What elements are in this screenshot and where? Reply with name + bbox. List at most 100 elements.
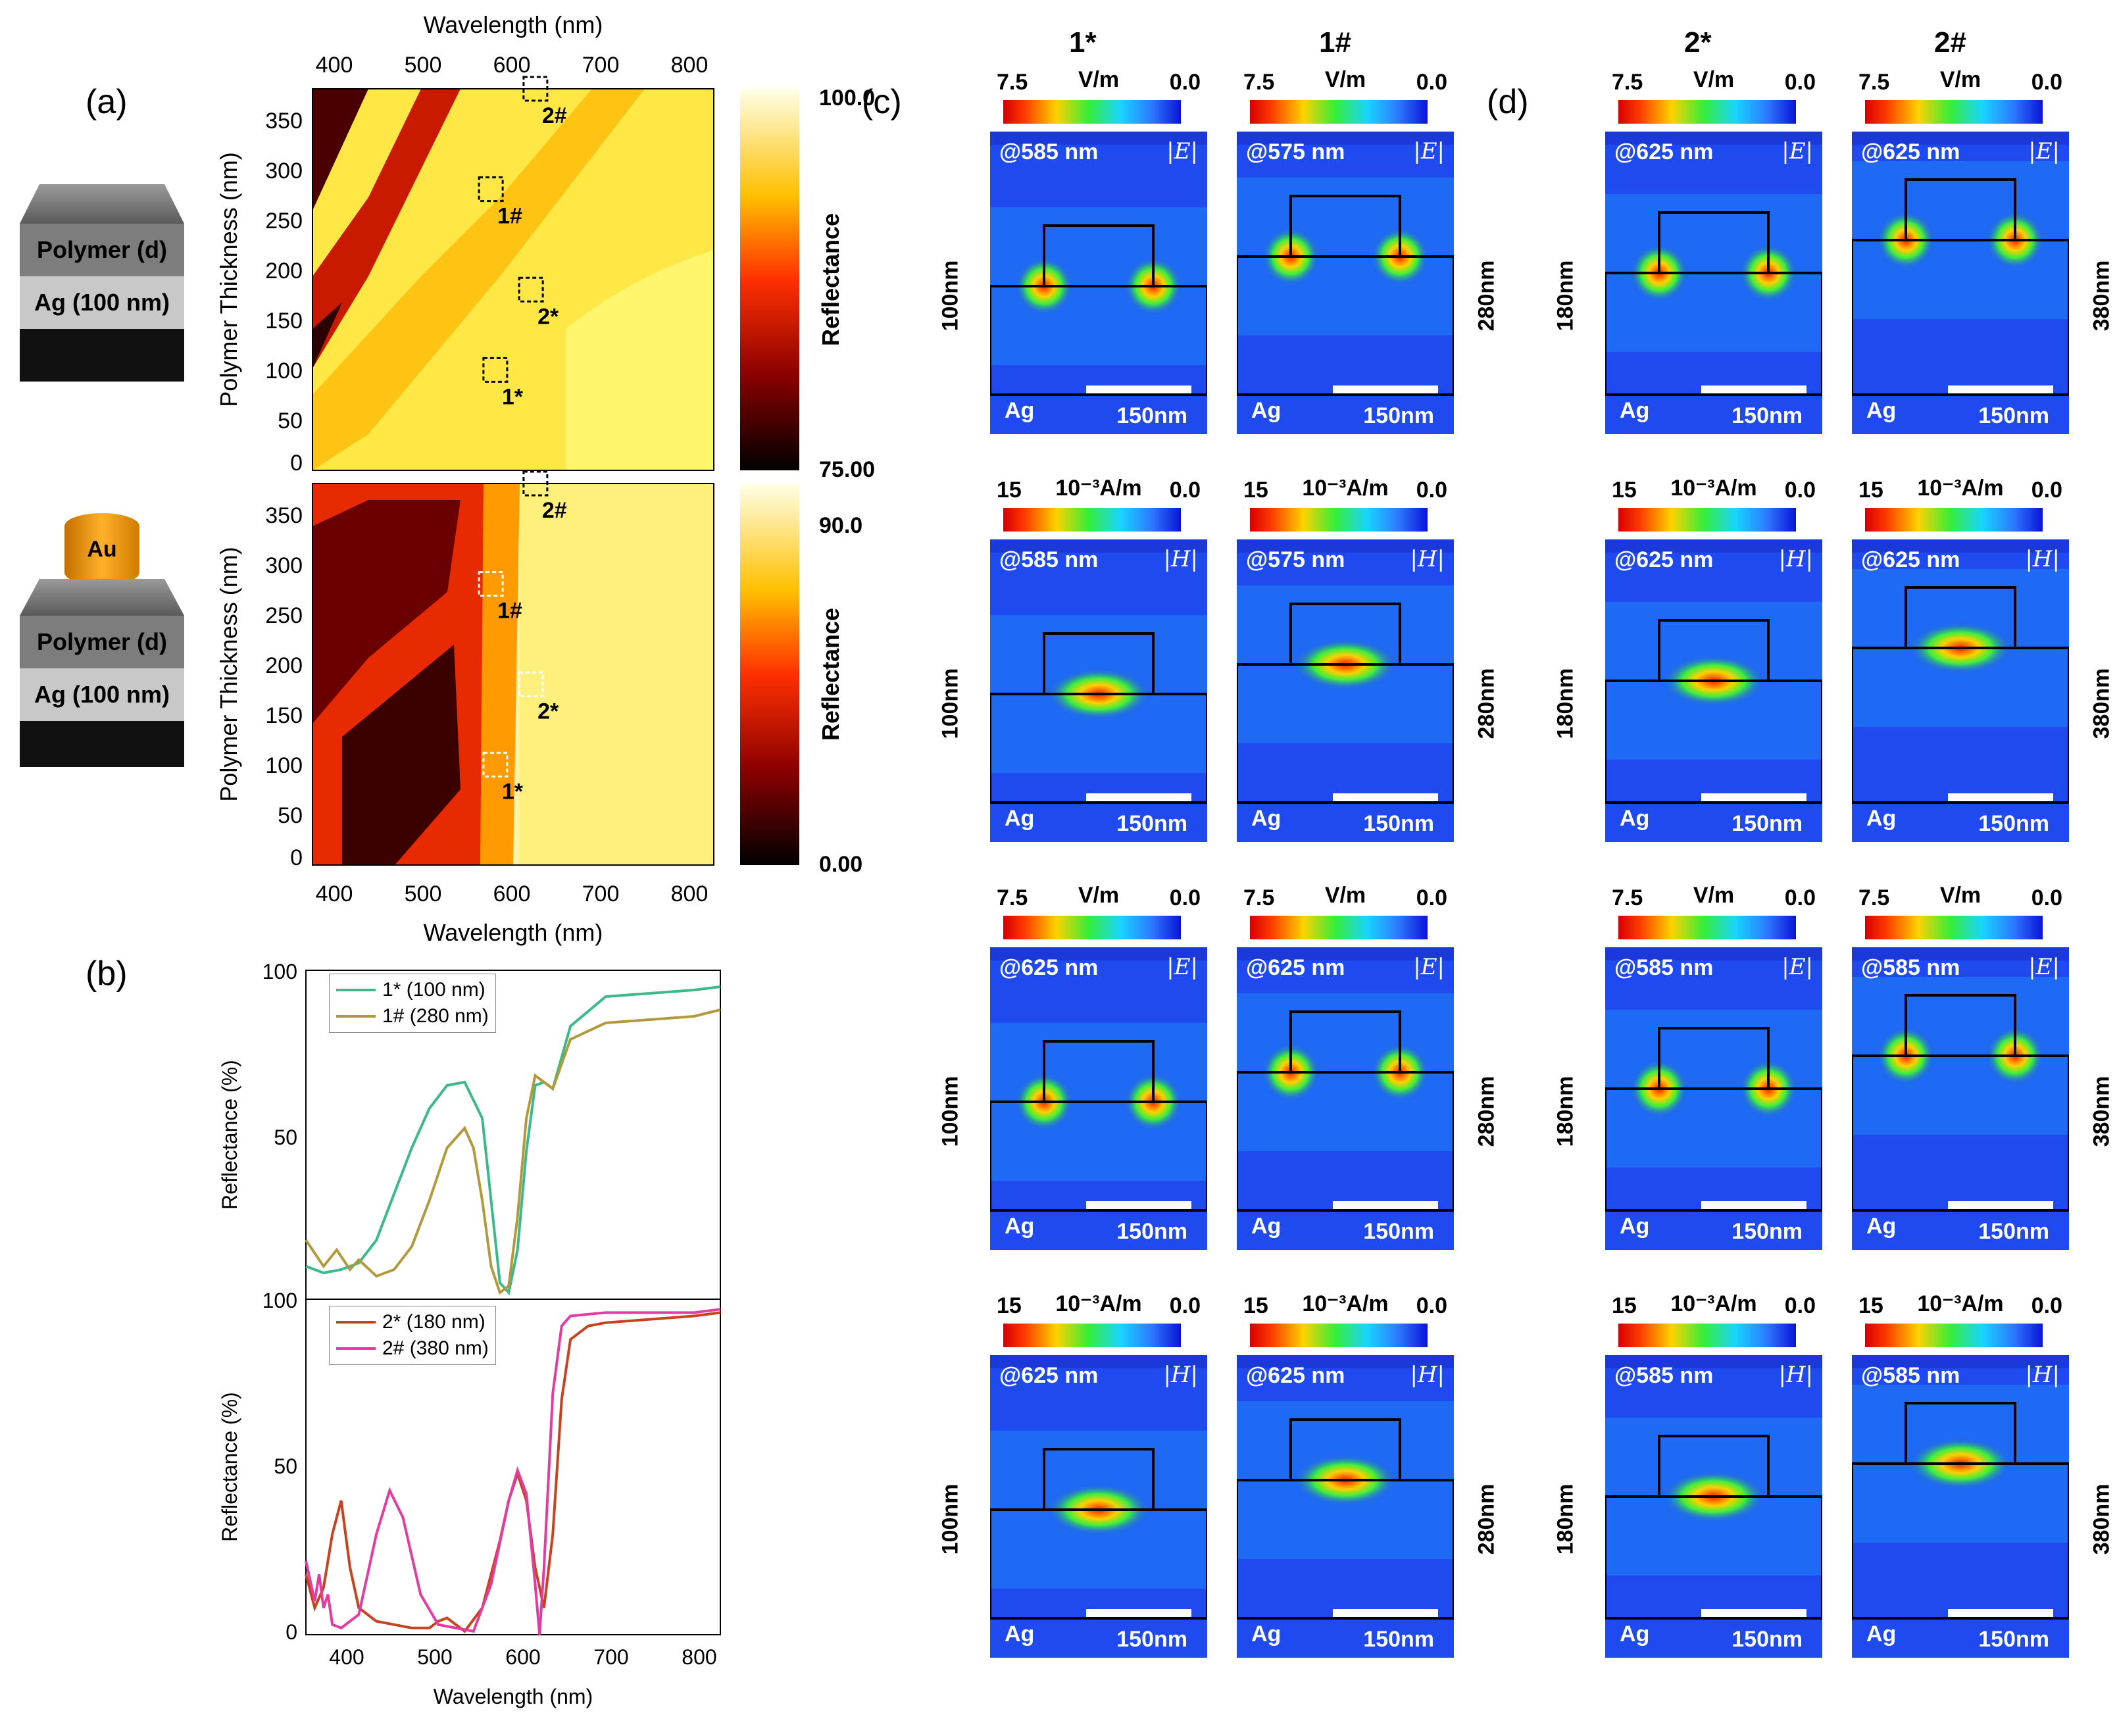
colorbar-unit: V/m [1939,67,1981,92]
heatmap-bottom [312,483,714,866]
field-symbol: |E| [2028,954,2060,980]
field-map-panel: 15 10⁻³A/m 0.0 @575 nm |H| Ag 150nm 280nm [1237,474,1499,842]
tick-label: 400 [316,53,353,78]
field-symbol: |H| [1163,546,1198,572]
thickness-label: 280nm [1474,668,1499,739]
scale-bar [1333,793,1438,801]
field-map-drawing [1605,947,1822,1212]
column-head: 1# [1319,26,1351,59]
scale-bar [1086,1609,1191,1617]
field-map: @585 nm |E| Ag 150nm [1852,947,2069,1250]
tick-label: 100 [262,960,297,983]
field-map-drawing [1852,947,2069,1212]
legend-bottom: 2* (180 nm) 2# (380 nm) [329,1306,496,1365]
field-colorbar [1003,916,1181,939]
colorbar-min: 0.0 [1784,70,1816,95]
tick-label: 50 [278,409,303,434]
polymer-layer: Polymer (d) [20,224,184,276]
spectra-xlabel: Wavelength (nm) [434,1685,593,1708]
gold-particle: Au [64,513,139,585]
field-map-drawing [990,947,1207,1212]
substrate-label: Ag [1620,398,1650,423]
colorbar-unit: 10⁻³A/m [1917,476,2004,501]
colorbar-max: 7.5 [1858,885,1890,910]
colorbar-min: 0.0 [2031,1293,2062,1318]
colorbar-max: 7.5 [997,70,1028,95]
tick-label: 800 [671,881,709,906]
tick-label: 150 [265,309,303,334]
field-symbol: |H| [2025,1362,2060,1388]
colorbar-max: 15 [1858,1293,1883,1318]
thickness-label: 280nm [1474,1483,1499,1555]
field-map-drawing [1852,539,2069,804]
substrate-label: Ag [1866,398,1897,423]
panel-label-a: (a) [86,83,128,121]
series-line [305,1008,721,1295]
schematic-bottom: Au Polymer (d) Ag (100 nm) [20,513,184,767]
legend-item: 1# (280 nm) [336,1003,489,1029]
tick-label: 200 [265,653,303,678]
colorbar-unit: 10⁻³A/m [1302,1291,1389,1316]
heatmap-top-y-ticks: 0 50 100 150 200 250 300 350 [265,109,303,476]
tick-label: 100 [265,359,303,384]
tick-label: 400 [316,881,353,906]
colorbar-min: 0.0 [1784,885,1816,910]
tick-label: 150 [265,703,303,728]
spectra-x-ticks: 400 500 600 700 800 [329,1645,716,1669]
colorbar-min: 0.0 [1416,885,1447,910]
field-map-panel: 7.5 V/m 0.0 @625 nm |E| Ag 150nm 100nm [938,881,1207,1250]
field-map: @625 nm |E| Ag 150nm [1237,947,1454,1250]
marker-label: 2# [542,498,567,523]
field-colorbar [1003,1324,1181,1347]
colorbar-min: 0.0 [1169,70,1201,95]
field-map-drawing [990,132,1207,396]
field-map-panel: 15 10⁻³A/m 0.0 @585 nm |H| Ag 150nm 100nm [938,474,1207,842]
colorbar-unit: 10⁻³A/m [1055,1291,1142,1316]
tick-label: 800 [682,1645,716,1669]
colorbar-min: 0.0 [1784,1293,1816,1318]
wavelength-label: @585 nm [1861,1363,1960,1388]
tick-label: 600 [493,53,531,78]
wavelength-label: @625 nm [1861,547,1960,572]
scale-bar-label: 150nm [1116,811,1187,836]
column-head: 2* [1684,26,1712,59]
heatmap-top [312,88,714,471]
legend-item: 2* (180 nm) [336,1309,489,1335]
tick-label: 0 [286,1620,297,1644]
silver-layer: Ag (100 nm) [20,668,184,721]
wavelength-label: @625 nm [1246,1363,1345,1388]
colorbar-max: 15 [1858,478,1883,503]
wavelength-label: @625 nm [1246,955,1345,980]
scale-bar [1948,1609,2053,1617]
field-colorbar [1865,916,2043,939]
field-map-drawing [1605,132,1822,396]
scale-bar-label: 150nm [1731,811,1803,836]
field-symbol: |H| [1410,1362,1445,1388]
field-map-drawing [1237,539,1454,804]
colorbar-unit: V/m [1693,67,1735,92]
colorbar-min: 0.0 [2031,478,2062,503]
marker-box [482,357,509,383]
field-symbol: |H| [1410,546,1445,572]
tick-label: 500 [405,881,442,906]
tick-label: 700 [593,1645,628,1669]
field-colorbar [1003,100,1181,124]
colorbar-unit: V/m [1939,883,1981,908]
field-map-drawing [990,1355,1207,1620]
tick-label: 250 [265,603,303,628]
scale-bar-label: 150nm [1731,1219,1803,1244]
field-map-panel: 15 10⁻³A/m 0.0 @585 nm |H| Ag 150nm 380nm [1852,1289,2114,1658]
tick-label: 600 [493,881,531,906]
wavelength-label: @625 nm [1861,139,1960,164]
heatmap-top-x-ticks: 400 500 600 700 800 [316,53,709,78]
tick-label: 100 [265,753,303,778]
tick-label: 500 [405,53,442,78]
field-colorbar [1618,916,1796,939]
marker-label: 1* [502,384,524,409]
field-map: @625 nm |E| Ag 150nm [1605,132,1822,434]
colorbar-min: 0.0 [2031,70,2062,95]
heatmaps-figure: 400 500 600 700 800 Wavelength (nm) 0 50… [215,11,875,946]
field-colorbar [1250,1324,1428,1347]
tick-label: 500 [417,1645,452,1669]
field-colorbar [1618,508,1796,532]
